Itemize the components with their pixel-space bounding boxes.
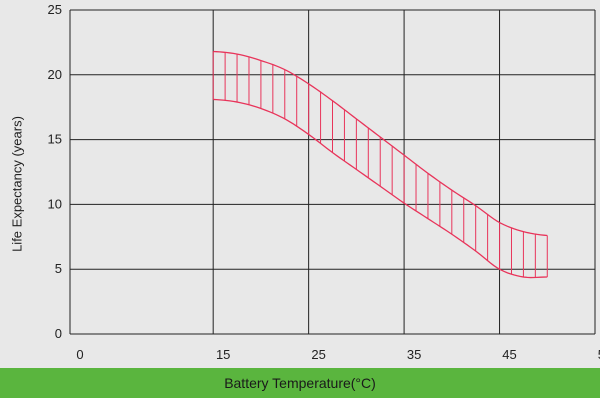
x-tick-label: 0 bbox=[76, 347, 83, 362]
y-tick-label: 5 bbox=[55, 261, 62, 276]
grid-layer bbox=[69, 9, 596, 335]
x-tick-label: 15 bbox=[216, 347, 230, 362]
y-tick-label: 0 bbox=[55, 326, 62, 341]
x-tick-label: 45 bbox=[502, 347, 516, 362]
x-tick-label: 55 bbox=[598, 347, 600, 362]
y-tick-label: 10 bbox=[48, 196, 62, 211]
y-axis-title: Life Expectancy (years) bbox=[9, 116, 25, 252]
y-tick-label: 15 bbox=[48, 132, 62, 147]
y-tick-label: 25 bbox=[48, 2, 62, 17]
chart-area: 0 5 10 15 20 25 0 15 25 35 45 55 Life Expectancy (y… bbox=[9, 2, 600, 362]
chart-plot: 0 5 10 15 20 25 0 15 25 35 45 55 bbox=[48, 2, 600, 362]
x-tick-label: 35 bbox=[407, 347, 421, 362]
upper-bound-line bbox=[213, 50, 548, 237]
x-axis-title: Battery Temperature(°C) bbox=[0, 368, 600, 398]
tick-layer: 0 5 10 15 20 25 0 15 25 35 45 55 bbox=[48, 2, 600, 362]
band-layer bbox=[212, 50, 548, 279]
y-tick-label: 20 bbox=[48, 67, 62, 82]
x-tick-label: 25 bbox=[311, 347, 325, 362]
lower-bound-line bbox=[213, 98, 548, 279]
